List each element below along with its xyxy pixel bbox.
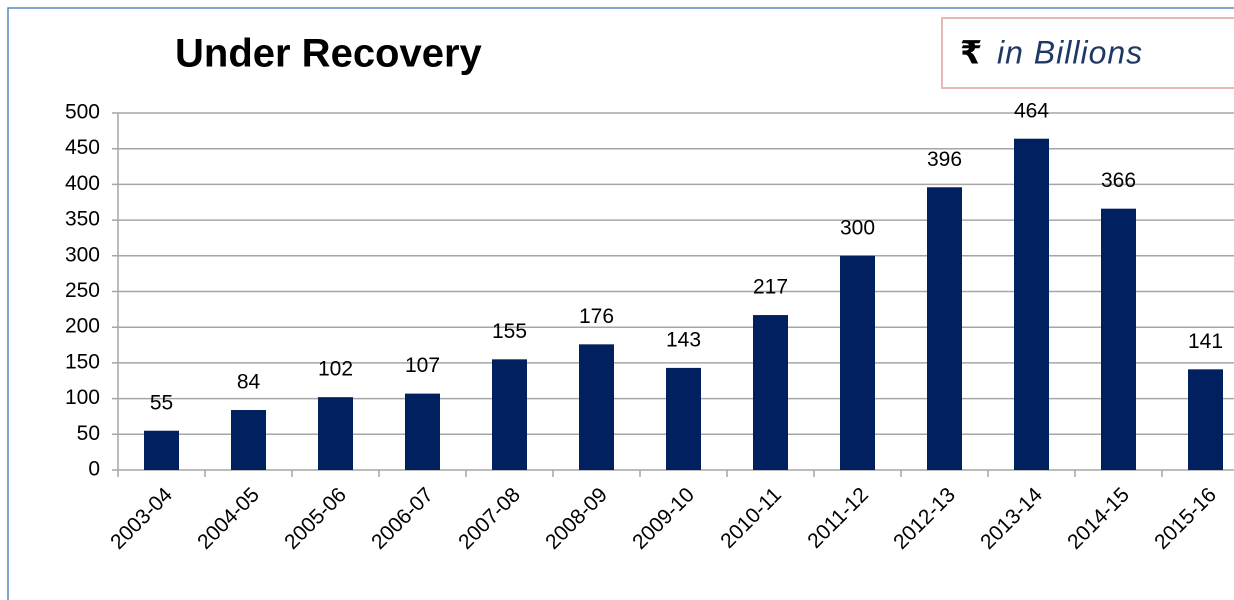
x-tick-label: 2014-15 (1063, 483, 1134, 554)
y-tick-label: 300 (65, 243, 100, 266)
unit-text: in Billions (997, 34, 1143, 70)
value-label: 464 (1014, 99, 1049, 122)
value-label: 300 (840, 216, 875, 239)
y-tick-label: 350 (65, 208, 100, 231)
y-tick-label: 0 (88, 458, 100, 481)
bar (840, 255, 875, 470)
x-tick-label: 2015-16 (1150, 483, 1221, 554)
y-tick-label: 150 (65, 350, 100, 373)
bar (144, 430, 179, 470)
value-label: 107 (405, 354, 440, 377)
y-tick-label: 100 (65, 386, 100, 409)
x-tick-label: 2012-13 (889, 483, 960, 554)
x-tick-label: 2003-04 (106, 483, 177, 554)
value-label: 217 (753, 276, 788, 299)
x-tick-label: 2009-10 (628, 483, 699, 554)
y-tick-label: 200 (65, 315, 100, 338)
value-label: 141 (1188, 330, 1223, 353)
bar (318, 397, 353, 470)
bar (405, 393, 440, 470)
x-tick-label: 2005-06 (280, 483, 351, 554)
bar (1101, 208, 1136, 470)
value-label: 102 (318, 358, 353, 381)
bar (666, 367, 701, 470)
x-tick-label: 2011-12 (803, 483, 873, 553)
x-tick-label: 2010-11 (716, 483, 786, 553)
value-label: 84 (237, 371, 261, 394)
value-label: 396 (927, 148, 962, 171)
chart-frame (7, 7, 1234, 600)
y-tick-label: 250 (65, 279, 100, 302)
x-tick-label: 2008-09 (541, 483, 612, 554)
y-tick-label: 400 (65, 172, 100, 195)
bar (579, 344, 614, 470)
bar (753, 315, 788, 470)
x-tick-label: 2004-05 (193, 483, 264, 554)
value-label: 176 (579, 305, 614, 328)
value-label: 366 (1101, 169, 1136, 192)
bar (927, 187, 962, 471)
x-tick-label: 2007-08 (454, 483, 525, 554)
value-label: 143 (666, 328, 701, 351)
chart-title: Under Recovery (175, 32, 483, 76)
y-tick-label: 500 (65, 101, 100, 124)
x-tick-label: 2013-14 (976, 483, 1047, 554)
bar (492, 359, 527, 470)
unit-symbol: ₹ (960, 34, 982, 70)
x-tick-label: 2006-07 (367, 483, 438, 554)
bar (1188, 369, 1223, 470)
unit-box (941, 17, 1234, 89)
bar (1014, 138, 1049, 471)
value-label: 155 (492, 320, 527, 343)
y-tick-label: 50 (77, 422, 100, 445)
value-label: 55 (150, 391, 173, 414)
bar (231, 410, 266, 470)
y-tick-label: 450 (65, 136, 100, 159)
